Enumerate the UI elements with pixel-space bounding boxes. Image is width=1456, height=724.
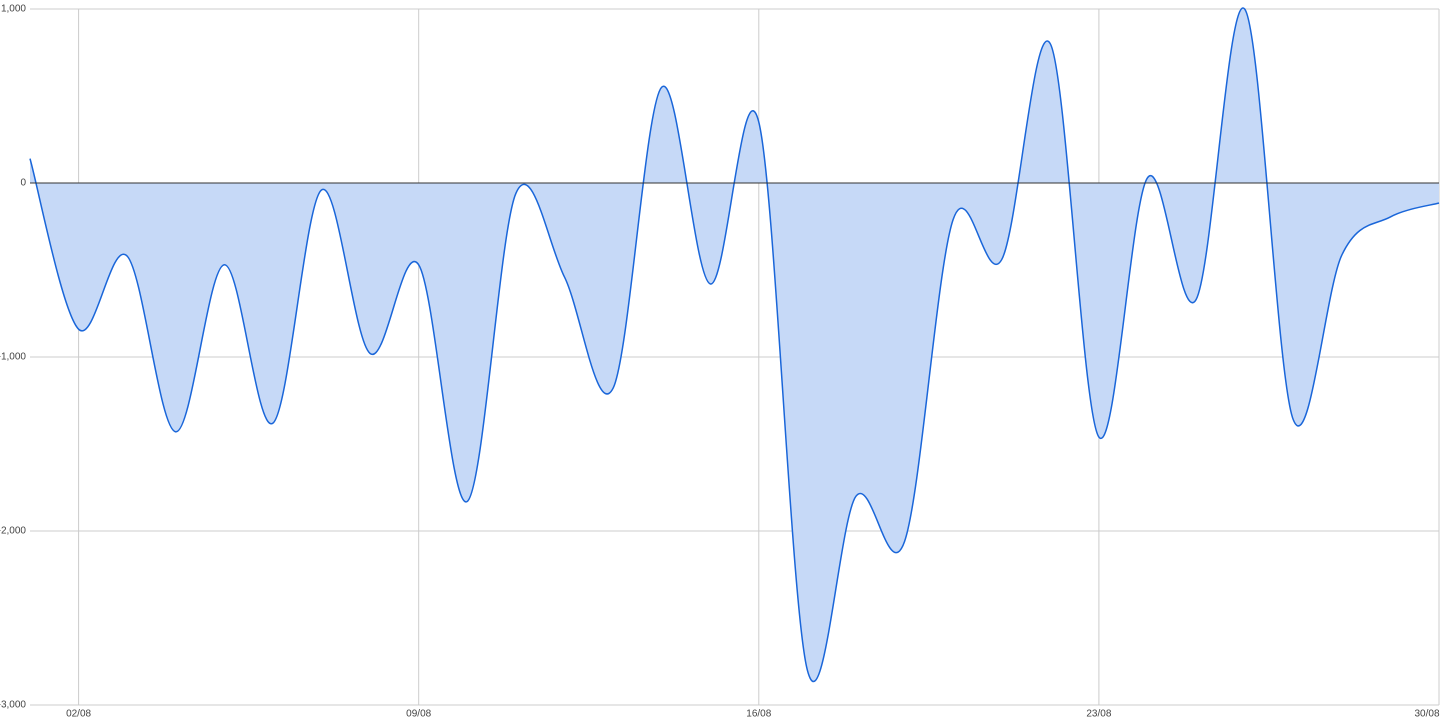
y-tick-label: -2,000 — [0, 526, 26, 537]
x-tick-label: 16/08 — [746, 709, 771, 720]
y-tick-label: 0 — [20, 178, 26, 189]
x-tick-label: 23/08 — [1086, 709, 1111, 720]
y-tick-label: -3,000 — [0, 700, 26, 711]
y-tick-label: -1,000 — [0, 352, 26, 363]
x-tick-label: 09/08 — [406, 709, 431, 720]
line — [29, 7, 1440, 683]
x-tick-label: 30/08 — [1414, 709, 1439, 720]
y-tick-label: 1,000 — [1, 4, 26, 15]
x-tick-label: 02/08 — [66, 709, 91, 720]
area — [30, 7, 1439, 682]
